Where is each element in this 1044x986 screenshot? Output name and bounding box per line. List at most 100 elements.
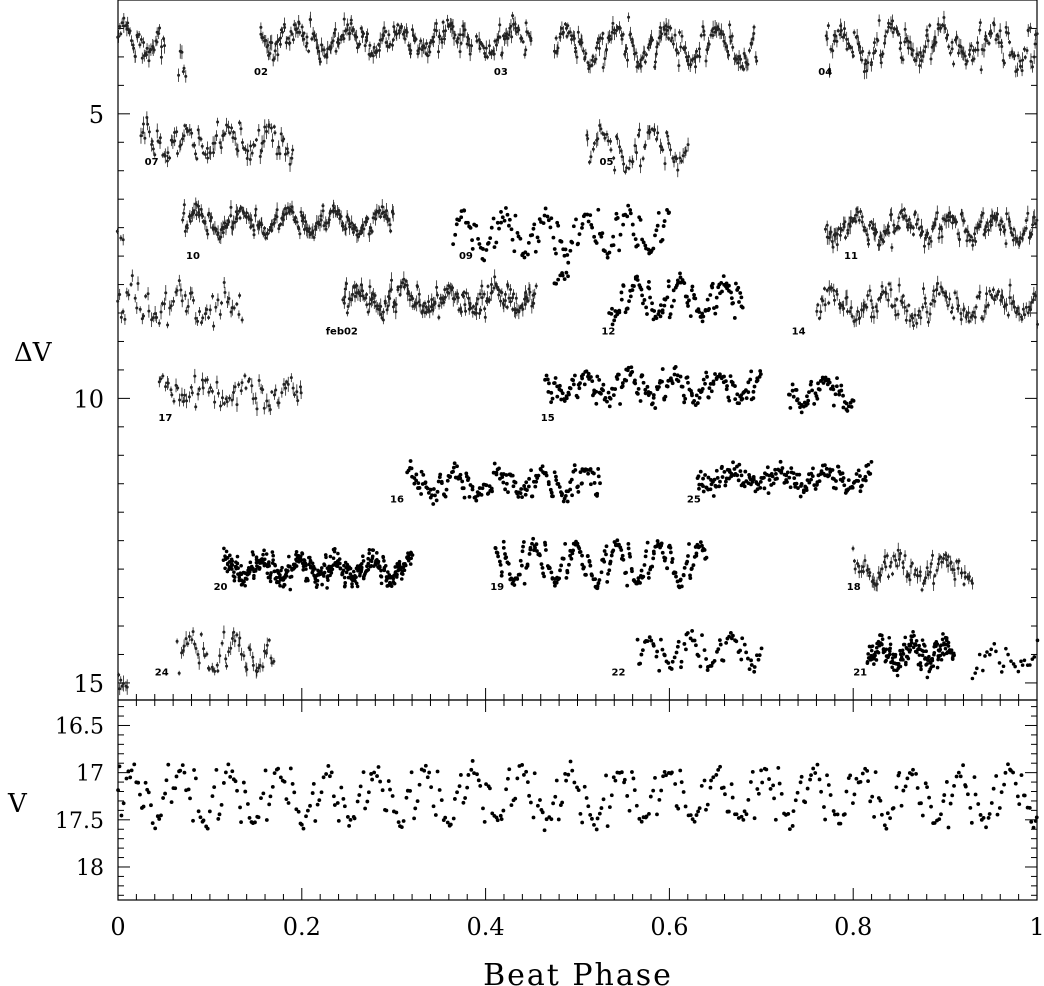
data-point (592, 481, 597, 485)
data-point (1013, 54, 1017, 58)
data-point (466, 296, 470, 300)
data-point (973, 232, 977, 236)
data-point (322, 570, 327, 575)
data-point (746, 62, 750, 66)
data-point (443, 29, 447, 33)
data-point (973, 315, 977, 319)
data-point (295, 220, 299, 224)
data-point (657, 309, 662, 314)
data-point (752, 384, 757, 389)
data-point (510, 473, 515, 478)
data-point (121, 238, 125, 242)
data-point (552, 247, 557, 251)
data-point (416, 481, 421, 486)
data-point (788, 485, 793, 490)
data-point (448, 474, 453, 479)
data-point (845, 47, 849, 51)
data-point (286, 151, 290, 155)
data-point (568, 386, 573, 391)
data-point (907, 218, 911, 222)
data-point (886, 298, 890, 302)
data-point (320, 582, 324, 587)
data-point (838, 33, 842, 37)
data-point (255, 407, 259, 411)
data-point (194, 152, 198, 156)
data-point (835, 292, 839, 296)
data-point (319, 218, 323, 222)
data-point (500, 51, 504, 55)
data-point (985, 292, 989, 296)
data-point (431, 308, 435, 312)
data-point (909, 224, 913, 228)
data-point (511, 484, 516, 489)
data-point (642, 50, 646, 54)
data-point (498, 23, 502, 27)
data-point (555, 220, 560, 225)
data-point (598, 481, 602, 486)
data-point (917, 226, 921, 230)
data-point (411, 297, 415, 301)
data-point (706, 395, 711, 400)
data-point (835, 376, 839, 381)
data-point (672, 298, 676, 303)
data-point (275, 208, 279, 212)
data-point (583, 57, 587, 61)
data-point (807, 390, 811, 395)
data-point (780, 466, 785, 470)
data-point (991, 288, 995, 292)
data-point (285, 380, 289, 384)
data-point (652, 309, 657, 313)
data-point (462, 208, 467, 213)
data-point (190, 131, 194, 135)
data-point (230, 398, 234, 402)
data-point (145, 46, 149, 50)
data-point (974, 240, 978, 244)
data-point (133, 296, 137, 300)
data-point (194, 405, 198, 409)
data-point (227, 220, 231, 224)
data-point (206, 232, 210, 236)
data-point (570, 240, 575, 245)
data-point (562, 399, 567, 403)
data-point (821, 381, 826, 385)
data-point (517, 309, 521, 313)
data-point (331, 39, 335, 43)
data-point (945, 295, 949, 299)
data-point (409, 466, 414, 471)
data-point (865, 305, 869, 309)
data-point (997, 223, 1001, 227)
data-point (514, 311, 518, 315)
data-point (835, 289, 839, 293)
data-point (660, 367, 665, 371)
data-point (688, 314, 693, 319)
data-point (989, 223, 993, 227)
data-point (365, 32, 369, 36)
data-point (128, 29, 132, 33)
data-point (633, 144, 637, 148)
data-point (469, 306, 473, 310)
data-point (746, 390, 751, 395)
data-point (381, 310, 385, 314)
data-point (268, 408, 272, 412)
data-point (879, 61, 883, 65)
data-point (653, 60, 657, 64)
data-point (506, 284, 510, 288)
data-point (554, 251, 558, 256)
data-point (850, 485, 855, 490)
data-point (130, 274, 134, 278)
data-point (546, 389, 551, 394)
data-point (451, 25, 455, 29)
data-point (396, 23, 400, 27)
data-point (275, 215, 279, 219)
data-point (198, 309, 202, 313)
data-point (611, 243, 616, 248)
data-point (205, 378, 209, 382)
data-point (646, 247, 651, 252)
data-point (589, 155, 593, 159)
data-point (289, 30, 293, 34)
data-point (521, 40, 525, 44)
data-point (278, 36, 282, 40)
data-point (806, 398, 811, 403)
data-point (697, 47, 701, 51)
data-point (635, 391, 640, 396)
